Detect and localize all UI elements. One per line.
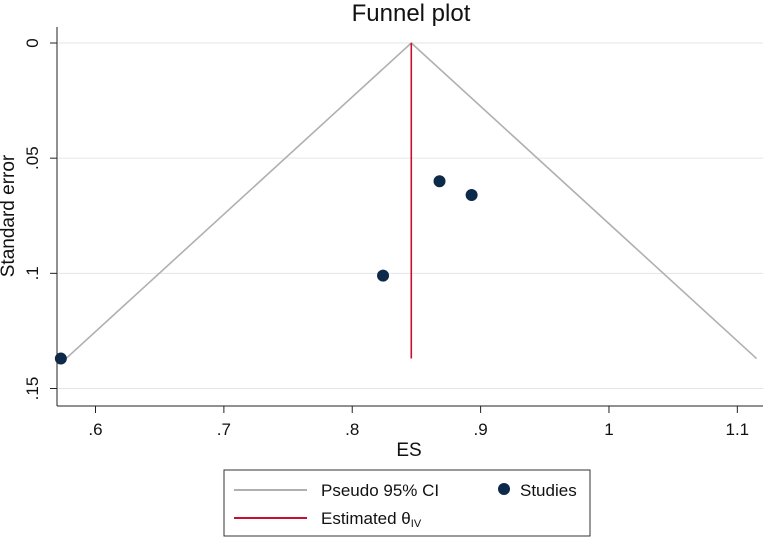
study-point (377, 269, 390, 282)
x-tick-label: .7 (217, 420, 231, 439)
x-axis-title: ES (396, 440, 421, 461)
y-tick-label: .05 (23, 146, 42, 170)
plot-area (57, 27, 763, 406)
legend-studies-label: Studies (520, 481, 577, 500)
legend: Pseudo 95% CI Studies Estimated θIV (223, 469, 591, 537)
y-tick-label: 0 (23, 38, 42, 47)
study-point (465, 189, 478, 202)
legend-estimated-label-main: Estimated θ (321, 509, 411, 528)
axis-ticks: 0 .05 .1 .15 .6 .7 .8 .9 1 1.1 (23, 38, 749, 439)
study-point (433, 175, 446, 188)
legend-studies-dot-symbol (498, 483, 510, 495)
legend-pseudo-ci-label: Pseudo 95% CI (321, 481, 439, 500)
x-tick-label: 1.1 (726, 420, 750, 439)
y-axis-title: Standard error (0, 154, 19, 277)
x-tick-label: .9 (474, 420, 488, 439)
x-tick-label: 1 (604, 420, 613, 439)
chart-title: Funnel plot (352, 0, 471, 27)
y-tick-label: .1 (23, 266, 42, 280)
study-point (54, 352, 67, 365)
y-tick-label: .15 (23, 377, 42, 401)
x-tick-label: .8 (345, 420, 359, 439)
legend-estimated-label-subscript: IV (411, 518, 422, 530)
legend-box (223, 469, 591, 537)
series-layer (54, 41, 758, 365)
legend-estimated-label: Estimated θIV (321, 509, 422, 530)
x-tick-label: .6 (88, 420, 102, 439)
